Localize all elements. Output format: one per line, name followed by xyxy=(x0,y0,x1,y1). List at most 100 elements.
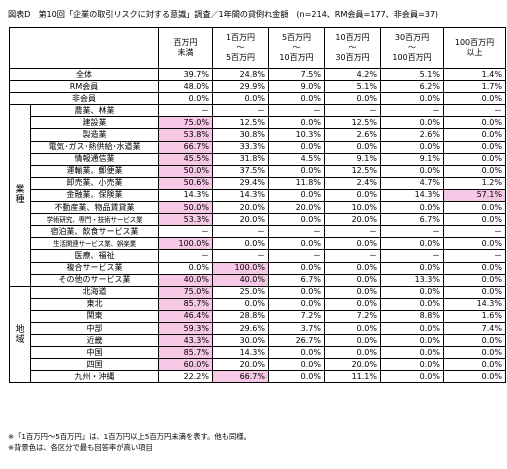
table-cell: 1.2% xyxy=(443,176,506,190)
column-header: 10百万円 ～ 30百万円 xyxy=(324,27,381,69)
table-cell: 85.7% xyxy=(158,346,213,360)
table-cell: 0.0% xyxy=(324,237,381,251)
table-cell: 12.5% xyxy=(324,164,381,178)
table-cell: － xyxy=(268,104,325,118)
table-cell: 14.3% xyxy=(380,188,444,203)
table-row: その他のサービス業 40.0% 40.0% 6.7% 0.0% 13.3% 0.0% xyxy=(10,273,506,287)
table-cell: 14.3% xyxy=(443,297,506,311)
table-cell: 9.0% xyxy=(268,80,325,94)
row-label: 卸売業、小売業 xyxy=(30,176,159,190)
table-cell: 100.0% xyxy=(212,261,269,275)
table-cell: 0.0% xyxy=(268,261,325,275)
footnote: ※背景色は、各区分で最も回答率が高い項目 xyxy=(8,443,153,452)
table-cell: 2.6% xyxy=(324,128,381,142)
table-cell: 66.7% xyxy=(158,140,213,154)
table-cell: 0.0% xyxy=(443,358,506,372)
row-label: 関東 xyxy=(30,309,159,323)
table-cell: 0.0% xyxy=(380,358,444,372)
table-cell: 53.8% xyxy=(158,128,213,142)
table-cell: 0.0% xyxy=(324,334,381,348)
table-cell: 10.0% xyxy=(324,201,381,215)
table-cell: 30.0% xyxy=(212,334,269,348)
table-cell: 22.2% xyxy=(158,370,213,384)
summary-row: 全体 39.7% 24.8% 7.5% 4.2% 5.1% 1.4% xyxy=(9,67,506,82)
row-label: 運輸業、郵便業 xyxy=(30,164,159,178)
table-row: 医療、福祉－－－－－－ xyxy=(10,249,506,263)
table-cell: － xyxy=(443,104,506,118)
table-cell: 0.0% xyxy=(443,116,506,130)
table-cell: 0.0% xyxy=(380,334,444,348)
table-cell: 0.0% xyxy=(380,164,444,178)
table-cell: － xyxy=(324,225,381,239)
table-row: 卸売業、小売業 50.6% 29.4% 11.8% 2.4% 4.7% 1.2% xyxy=(10,176,506,190)
footnote: ※「1百万円～5百万円」は、1百万円以上5百万円未満を表す。他も同様。 xyxy=(8,432,251,441)
table-cell: － xyxy=(158,104,213,118)
table-cell: 0.0% xyxy=(324,285,381,299)
table-cell: 0.0% xyxy=(324,346,381,360)
table-cell: 1.6% xyxy=(443,309,506,323)
row-label: 製造業 xyxy=(30,128,159,142)
table-row: 建設業 75.0% 12.5% 0.0% 12.5% 0.0% 0.0% xyxy=(10,116,506,130)
table-cell: 14.3% xyxy=(158,188,213,203)
table-cell: － xyxy=(324,249,381,263)
table-cell: 0.0% xyxy=(324,273,381,287)
table-cell: 0.0% xyxy=(443,164,506,178)
row-label: 全体 xyxy=(9,67,159,82)
row-label: 学術研究、専門・技術サービス業 xyxy=(30,213,159,227)
table-cell: － xyxy=(443,225,506,239)
row-label: 電気･ガス･熱供給･水道業 xyxy=(30,140,159,154)
table-cell: 0.0% xyxy=(443,92,506,106)
table-cell: 13.3% xyxy=(380,273,444,287)
table-cell: 0.0% xyxy=(268,140,325,154)
header-row: 百万円 未満 1百万円 ～ 5百万円 5百万円 ～ 10百万円 10百万円 ～ … xyxy=(9,27,506,69)
row-label: 中国 xyxy=(30,346,159,360)
table-row: 運輸業、郵便業 50.0% 37.5% 0.0% 12.5% 0.0% 0.0% xyxy=(10,164,506,178)
table-cell: 9.1% xyxy=(380,152,444,166)
column-header: 100百万円 以上 xyxy=(443,27,506,69)
table-cell: 7.2% xyxy=(324,309,381,323)
table-cell: 0.0% xyxy=(212,237,269,251)
table-cell: 0.0% xyxy=(443,213,506,227)
table-cell: 39.7% xyxy=(158,67,213,82)
row-label: その他のサービス業 xyxy=(30,273,159,287)
table-row: 九州・沖縄 22.2% 66.7% 0.0% 11.1% 0.0% 0.0% xyxy=(10,370,506,384)
table-cell: 20.0% xyxy=(212,213,269,227)
table-row: 地 域北海道 75.0% 25.0% 0.0% 0.0% 0.0% 0.0% xyxy=(9,285,506,384)
table-row: 学術研究、専門・技術サービス業 53.3% 20.0% 0.0% 20.0% 6.7% 0.… xyxy=(10,213,506,227)
table-cell: 0.0% xyxy=(268,164,325,178)
table-cell: 0.0% xyxy=(268,370,325,384)
table-cell: 0.0% xyxy=(158,92,213,106)
table-row: 不動産業、物品賃貸業 50.0% 20.0% 20.0% 10.0% 0.0% 0.0% xyxy=(10,201,506,215)
table-cell: 30.8% xyxy=(212,128,269,142)
table-cell: 46.4% xyxy=(158,309,213,323)
table-cell: 0.0% xyxy=(443,346,506,360)
table-cell: 9.1% xyxy=(324,152,381,166)
table-cell: 0.0% xyxy=(380,201,444,215)
table-cell: 0.0% xyxy=(380,297,444,311)
table-row: 業 種農業、林業－－－－－－ xyxy=(9,104,506,287)
table-cell: 12.5% xyxy=(324,116,381,130)
table-cell: 24.8% xyxy=(212,67,269,82)
table-cell: 0.0% xyxy=(443,128,506,142)
table-cell: 1.7% xyxy=(443,80,506,94)
figure-title: 図表D 第10回「企業の取引リスクに対する意識」調査／1年間の貸倒れ金額 (n=… xyxy=(8,9,439,19)
column-header: 30百万円 ～ 100百万円 xyxy=(380,27,444,69)
table-cell: － xyxy=(158,225,213,239)
table-cell: 4.7% xyxy=(380,176,444,190)
table-cell: 6.7% xyxy=(268,273,325,287)
table-cell: 0.0% xyxy=(324,321,381,336)
row-label: 農業、林業 xyxy=(30,104,159,118)
group-label: 業 種 xyxy=(9,104,31,287)
table-cell: 0.0% xyxy=(443,237,506,251)
table-cell: 0.0% xyxy=(268,213,325,227)
row-label: 近畿 xyxy=(30,334,159,348)
table-cell: 0.0% xyxy=(443,273,506,287)
table-cell: 29.9% xyxy=(212,80,269,94)
table-cell: 25.0% xyxy=(212,285,269,299)
header-corner xyxy=(9,27,159,69)
table-cell: 37.5% xyxy=(212,164,269,178)
table-cell: － xyxy=(443,249,506,263)
table-cell: 0.0% xyxy=(380,285,444,299)
table-cell: 0.0% xyxy=(443,370,506,384)
